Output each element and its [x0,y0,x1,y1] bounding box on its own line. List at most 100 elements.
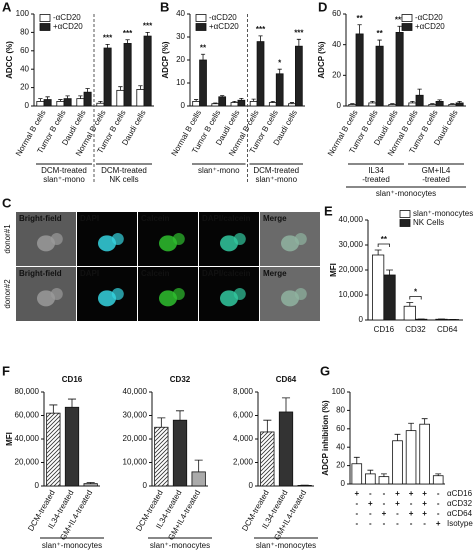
matrix-mark: + [422,509,427,518]
error-bar [118,86,123,91]
group-label: DCM-treated [41,166,87,175]
group-label: GM+IL4 [422,166,451,175]
bar [278,411,294,487]
matrix-mark: + [422,489,427,498]
matrix-mark: + [409,509,414,518]
x-tick-label: CD16 [374,325,395,334]
y-tick-label: 20,000 [123,434,148,443]
significance: *** [256,25,266,34]
bar [83,483,98,487]
bar [365,473,376,485]
y-tick-label: 20,000 [339,265,364,274]
bar [448,104,457,107]
cell [172,233,185,245]
y-tick-label: 30 [176,32,185,41]
y-tick-label: 60 [332,9,341,18]
bar [383,274,396,321]
y-tick-label: 10 [176,78,185,87]
error-bar [408,422,415,431]
bar [56,101,65,107]
bar [275,73,284,107]
bar [295,45,303,107]
bar [403,305,416,321]
cell [233,288,246,300]
bar [378,476,390,485]
bar [428,104,437,107]
panel-letter: A [2,0,12,14]
error-bar [421,418,428,425]
bar [408,102,417,107]
y-tick-label: 10,000 [123,458,148,467]
group-caption: slan⁺-monocytes [376,189,436,198]
group-label: slan⁺-mono [43,175,85,184]
y-tick-label: 40 [332,40,341,49]
legend-label: +αCD20 [415,22,445,31]
matrix-mark: - [355,499,358,508]
column-label: Merge [263,214,287,223]
cell [281,235,299,252]
bar [46,412,61,487]
error-bar [49,404,58,414]
chart-title: CD32 [170,375,191,384]
y-axis-label: ADCC (%) [5,41,14,79]
cell [220,235,238,252]
x-axis-label: slan⁺-monocytes [150,541,210,550]
error-bar [350,103,355,105]
cell [172,288,185,300]
group-label: -treated [362,175,390,184]
error-bar [105,43,110,49]
y-tick-label: 2,000 [233,458,254,467]
bar [375,45,384,107]
column-label: DAPI [80,214,99,223]
matrix-mark: - [369,519,372,528]
bar [211,103,220,107]
bar [256,41,265,107]
column-label: Merge [263,269,287,278]
cell [37,235,55,252]
y-tick-label: 0 [25,101,30,110]
group-label: slan⁺-mono [198,166,240,175]
bar [43,99,52,107]
legend-swatch [39,14,51,22]
y-tick-label: 20 [176,55,185,64]
bar [123,43,132,107]
bar [230,102,239,107]
bar [395,32,404,107]
y-tick-label: 60,000 [15,411,40,420]
error-bar [86,482,95,484]
error-bar [67,398,77,408]
bar [388,104,397,107]
bar [76,98,85,107]
bar [116,89,125,107]
legend-label: -αCD20 [209,13,237,22]
group-label: NK cells [109,175,138,184]
error-bar [38,98,43,102]
significance: *** [123,29,133,38]
matrix-mark: - [437,489,440,498]
y-tick-label: 20 [20,83,29,92]
bar [351,463,363,485]
y-tick-label: 6,000 [233,411,254,420]
significance: * [278,58,282,67]
bar [268,102,277,107]
significance: *** [294,28,304,37]
legend-label: +αCD20 [209,22,239,31]
matrix-label: αCD64 [447,509,473,518]
cell [281,290,299,307]
error-bar [437,99,442,102]
bar [136,89,145,107]
legend-label: slan⁺-monocytes [413,209,473,218]
error-bar [417,88,422,96]
error-bar [263,419,272,432]
error-bar [406,302,414,307]
bar [455,102,464,107]
y-tick-label: 8,000 [233,387,254,396]
column-label: Calcein [141,269,170,278]
panel-letter: C [2,195,12,210]
error-bar [220,95,225,97]
y-tick-label: 80 [336,406,345,415]
error-bar [430,103,435,105]
x-tick-label: CD64 [437,325,458,334]
bar [237,99,246,107]
panel-letter: D [318,0,327,14]
